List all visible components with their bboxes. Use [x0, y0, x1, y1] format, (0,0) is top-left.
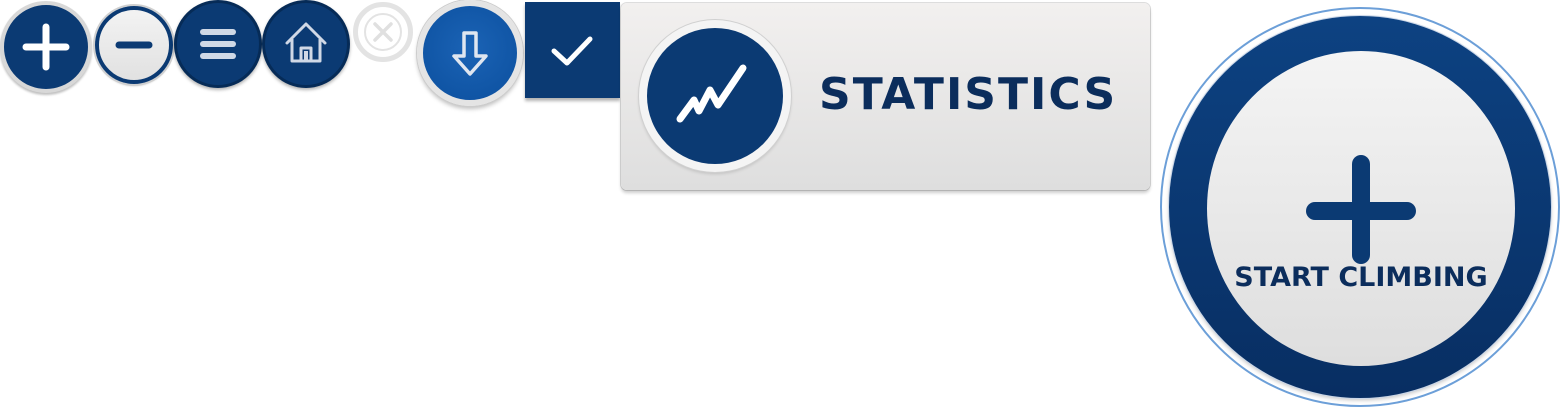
- menu-button[interactable]: [174, 0, 262, 88]
- start-climbing-button[interactable]: START CLIMBING: [1160, 7, 1560, 407]
- statistics-icon-badge: [639, 20, 791, 172]
- start-climbing-label: START CLIMBING: [1234, 262, 1488, 293]
- add-button[interactable]: [0, 1, 92, 93]
- close-x-icon: [364, 13, 402, 51]
- confirm-button[interactable]: [525, 2, 620, 98]
- start-climbing-ring: START CLIMBING: [1169, 16, 1551, 398]
- start-climbing-face: START CLIMBING: [1207, 51, 1515, 366]
- statistics-button[interactable]: STATISTICS: [621, 3, 1150, 190]
- statistics-label: STATISTICS: [819, 69, 1118, 120]
- checkmark-icon: [551, 36, 593, 66]
- plus-icon: [1306, 155, 1416, 264]
- remove-button[interactable]: [95, 6, 173, 84]
- download-button[interactable]: [417, 0, 523, 106]
- arrow-down-icon: [452, 31, 488, 76]
- line-chart-icon: [676, 64, 747, 123]
- home-icon: [285, 22, 327, 63]
- minus-icon: [115, 41, 153, 49]
- home-button[interactable]: [262, 0, 350, 88]
- close-button[interactable]: [353, 2, 413, 62]
- plus-icon: [22, 23, 70, 71]
- hamburger-menu-icon: [200, 29, 236, 59]
